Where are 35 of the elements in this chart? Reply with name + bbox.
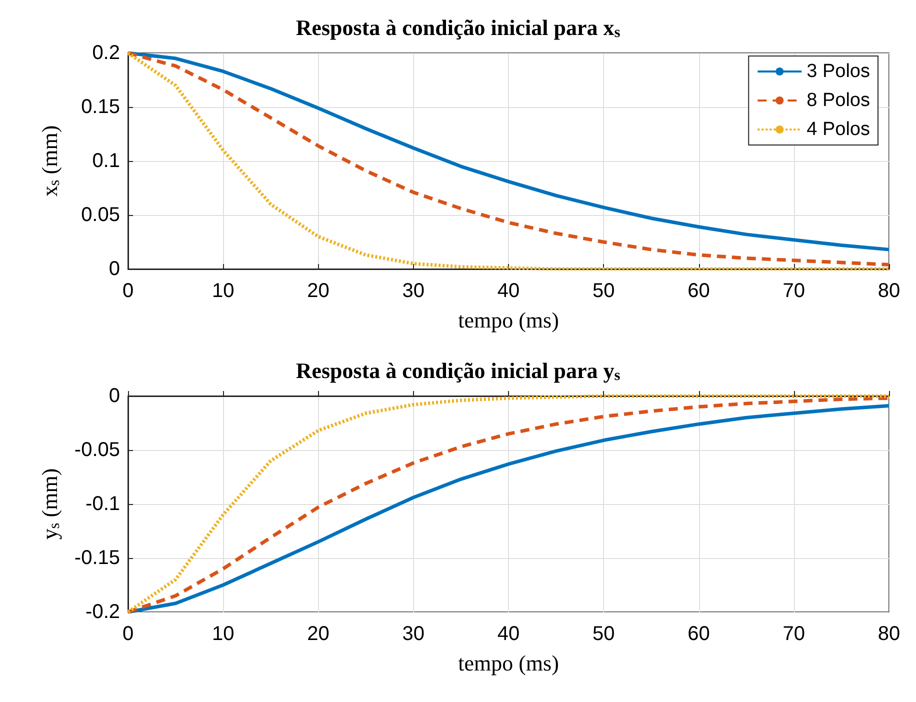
x-tick-label: 30	[402, 623, 424, 645]
y-tick-label: 0	[108, 258, 120, 280]
legend-label: 8 Polos	[806, 90, 870, 111]
x-tick-label: 0	[122, 623, 134, 645]
x-tick-label: 40	[497, 623, 520, 645]
x-tick-label: 50	[592, 623, 615, 645]
x-tick-label: 80	[878, 623, 900, 645]
y-tick-label: 0.2	[92, 42, 120, 64]
y-tick-label: -0.05	[74, 439, 120, 461]
x-tick-label: 50	[592, 280, 615, 302]
legend-label: 3 Polos	[806, 61, 870, 82]
y-axis-title: xs (mm)	[37, 125, 63, 197]
y-tick-label: 0.1	[92, 150, 120, 172]
x-tick-label: 60	[688, 623, 710, 645]
y-axis-title: ys (mm)	[37, 468, 63, 540]
x-tick-label: 0	[122, 280, 134, 302]
x-axis-title: tempo (ms)	[458, 650, 559, 676]
x-tick-label: 10	[212, 623, 234, 645]
x-axis-title: tempo (ms)	[458, 308, 559, 332]
y-tick-label: -0.1	[86, 493, 120, 515]
x-tick-label: 70	[782, 280, 805, 302]
y-tick-label: 0	[108, 385, 120, 407]
y-tick-label: 0.05	[81, 204, 120, 226]
x-tick-label: 30	[402, 280, 424, 302]
legend-label: 4 Polos	[806, 119, 870, 140]
y-tick-label: 0.15	[81, 96, 120, 118]
x-tick-label: 70	[782, 623, 805, 645]
x-tick-label: 40	[497, 280, 520, 302]
y-tick-label: -0.15	[74, 547, 120, 569]
x-tick-label: 20	[307, 280, 330, 302]
x-tick-label: 60	[688, 280, 710, 302]
x-tick-label: 10	[212, 280, 234, 302]
y-tick-label: -0.2	[86, 601, 120, 623]
x-tick-label: 80	[878, 280, 900, 302]
x-tick-label: 20	[307, 623, 330, 645]
